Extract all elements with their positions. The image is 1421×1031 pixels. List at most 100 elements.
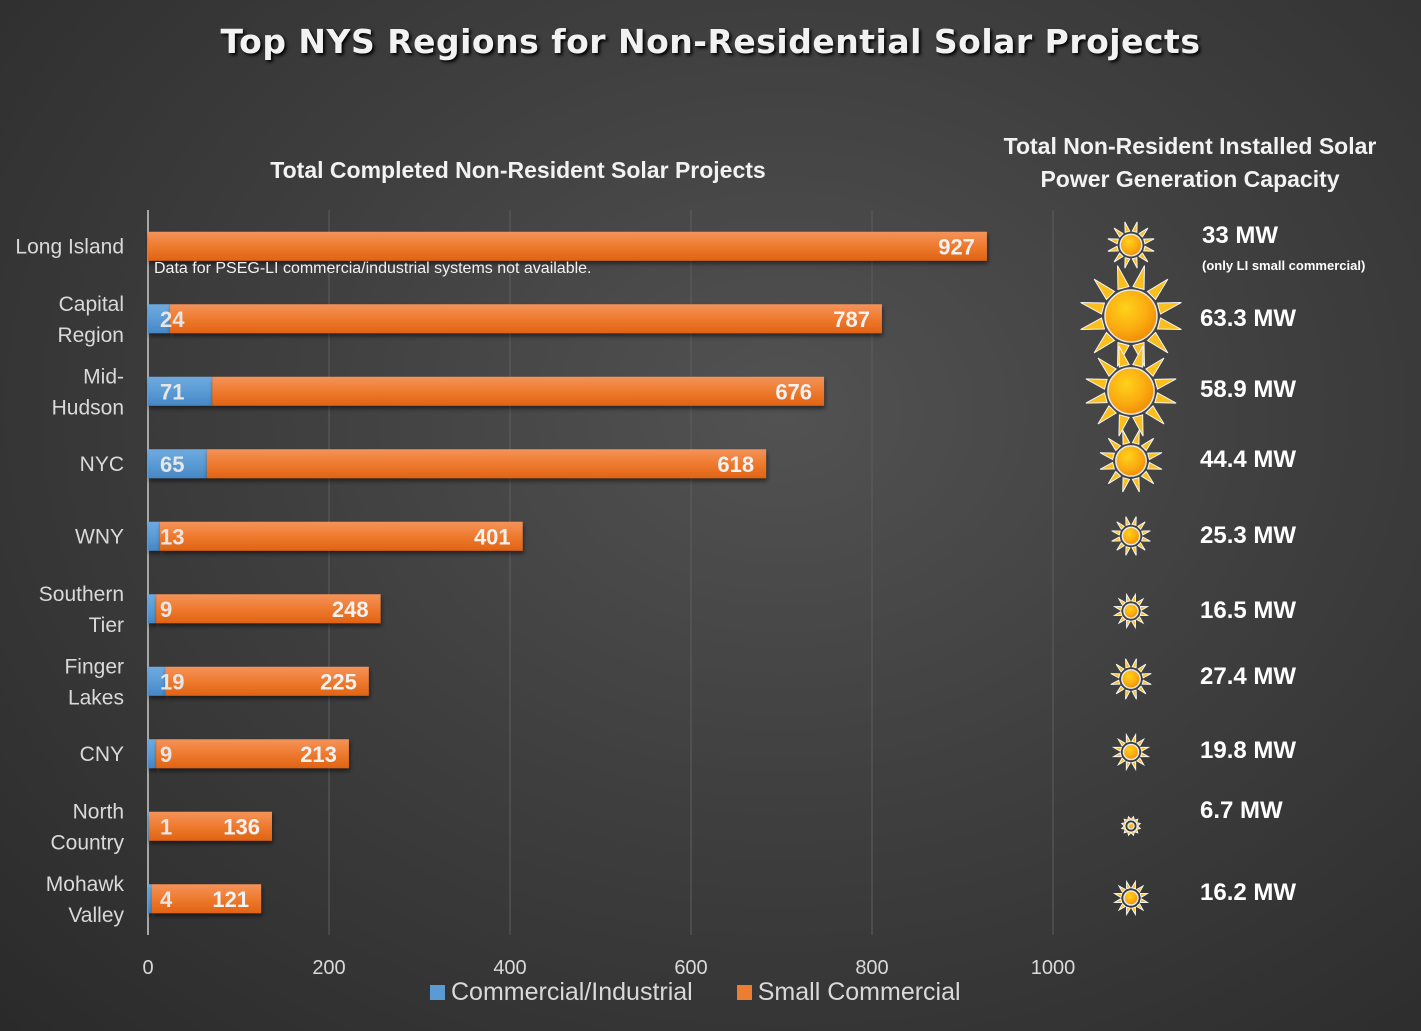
legend-label: Small Commercial [757,978,961,1006]
sun-ray [1137,663,1147,673]
sun-ray [1140,437,1155,452]
sun-disc [1104,289,1158,343]
data-label-commercial-industrial: 65 [160,452,184,477]
sun-icon [1080,265,1182,367]
sun-ray [1125,658,1131,669]
sun-disc [1121,669,1141,689]
sun-icon [1112,592,1150,630]
x-tick-label: 600 [674,957,707,979]
sun-ray [1145,405,1165,425]
category-label: CNY [80,743,124,766]
sun-ray [1140,470,1155,485]
sun-ray [1097,357,1117,377]
sun-ray [1145,357,1165,377]
sun-ray [1115,685,1125,695]
sun-ray [1115,663,1125,673]
data-label-commercial-industrial: 9 [160,742,172,767]
bar-commercial-industrial [148,594,157,624]
bar-small-commercial [151,884,262,914]
sun-ray [1140,746,1151,752]
sun-ray [1107,437,1122,452]
bar-commercial-industrial [148,666,166,696]
sun-ray [1120,821,1127,828]
capacity-title-line-1: Total Non-Resident Installed Solar [1003,133,1377,159]
sun-ray [1141,679,1152,685]
capacity-value: 16.5 MW [1200,597,1297,624]
sun-ray [1154,392,1177,404]
sun-ray [1130,619,1137,630]
sun-ray [1131,658,1137,669]
category-label: Capital [59,293,124,316]
category-label: Tier [89,614,124,637]
data-label-small-commercial: 618 [717,452,754,477]
sun-ray [1099,461,1115,470]
sun-ray [1130,906,1137,917]
data-label-small-commercial: 136 [223,814,260,839]
sun-ray [1124,257,1131,269]
data-label-commercial-industrial: 1 [160,814,172,839]
x-tick-label: 0 [142,957,153,979]
sun-ray [1139,897,1150,904]
sun-ray [1143,238,1155,245]
capacity-title-line-2: Power Generation Capacity [1040,166,1340,192]
sun-ray [1136,737,1146,747]
sun-ray [1116,757,1126,767]
sun-ray [1111,746,1122,752]
category-label: Lakes [68,686,124,709]
x-tick-label: 1000 [1031,957,1076,979]
sun-ray [1130,592,1137,603]
sun-ray [1135,902,1145,912]
sun-icon [1112,879,1150,917]
capacity-value: 63.3 MW [1200,305,1297,332]
data-label-commercial-industrial: 24 [160,307,185,332]
sun-ray [1141,673,1152,679]
sun-ray [1143,245,1155,252]
sun-ray [1112,610,1123,617]
sun-ray [1137,542,1146,551]
annotation-note: Data for PSEG-LI commercia/industrial sy… [154,260,592,277]
sun-ray [1129,815,1136,822]
sun-ray [1107,470,1122,485]
bar-commercial-industrial [148,304,170,334]
sun-ray [1124,221,1131,233]
category-label: Hudson [52,396,124,419]
bar-commercial-industrial [148,811,149,841]
sun-ray [1085,392,1108,404]
category-label: Mid- [83,365,124,388]
sun-ray [1112,897,1123,904]
legend-label: Commercial/Industrial [451,978,693,1006]
sun-ray [1135,597,1145,607]
sun-ray [1125,546,1131,556]
sun-ray [1131,732,1137,743]
sun-ray [1117,265,1130,291]
bar-small-commercial [212,376,825,406]
data-label-small-commercial: 213 [300,742,337,767]
bar-small-commercial [148,811,272,841]
capacity-value: 6.7 MW [1200,797,1283,824]
sun-ray [1111,536,1121,542]
sun-ray [1131,516,1137,526]
bar-small-commercial [148,231,987,261]
bar-small-commercial [156,594,381,624]
sun-ray [1122,477,1131,493]
sun-ray [1112,605,1123,612]
sun-ray [1147,461,1163,470]
capacity-value: 19.8 MW [1200,737,1297,764]
sun-icon [1110,658,1152,700]
sun-ray [1097,405,1117,425]
capacity-value: 25.3 MW [1200,522,1297,549]
sun-ray [1099,452,1115,461]
sun-ray [1117,615,1127,625]
data-label-small-commercial: 927 [938,234,975,259]
sun-ray [1117,902,1127,912]
sun-ray [1125,689,1131,700]
sun-ray [1131,761,1137,772]
sun-disc [1119,233,1143,257]
sun-ray [1140,752,1151,758]
sun-ray [1132,345,1144,368]
sun-ray [1113,227,1124,238]
sun-ray [1125,516,1131,526]
sun-ray [1113,252,1124,263]
category-label: Country [50,831,124,854]
data-label-commercial-industrial: 13 [160,524,184,549]
